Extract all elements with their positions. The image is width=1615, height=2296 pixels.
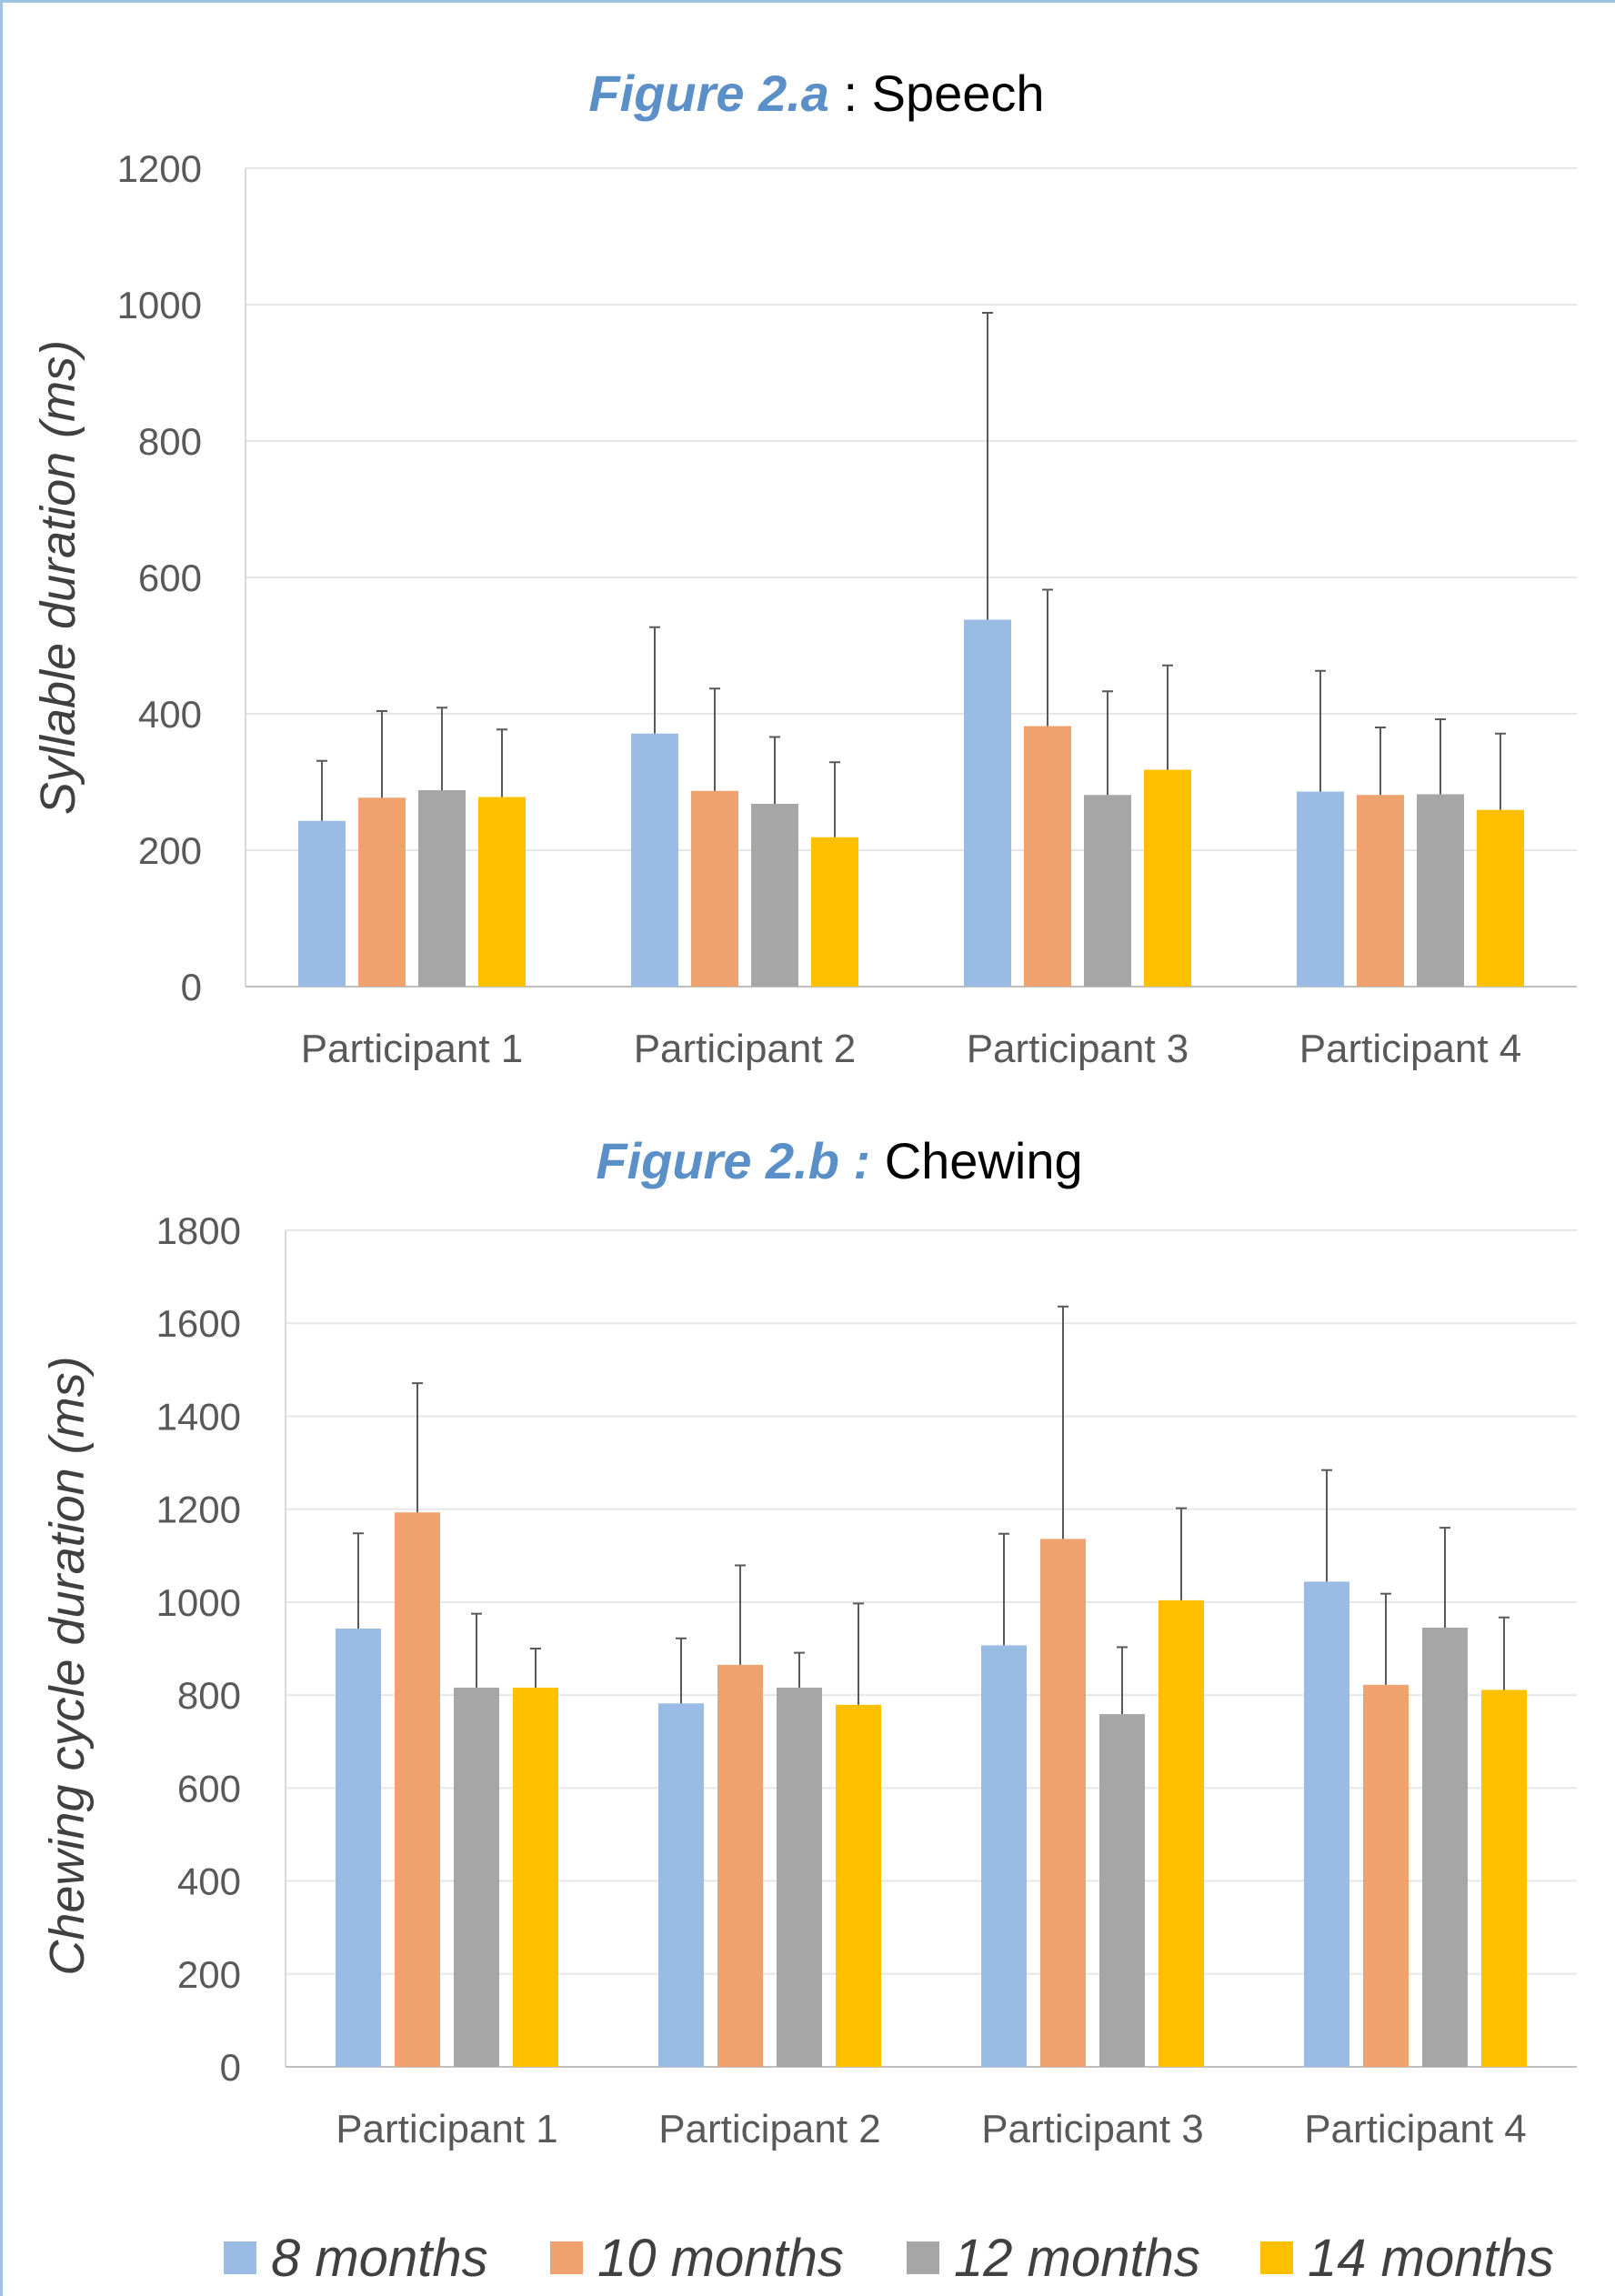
legend-swatch [224,2241,256,2274]
y-tick-label: 1000 [117,284,202,326]
bar [336,1629,381,2067]
bar [1297,791,1344,987]
bar [964,619,1011,987]
legend-label: 8 months [271,2229,488,2288]
x-category-label: Participant 4 [1299,1027,1522,1071]
legend-label: 12 months [954,2229,1200,2288]
y-tick-label: 1800 [156,1209,241,1252]
bar [1159,1599,1204,2067]
y-tick-label: 600 [138,556,202,599]
legend-swatch [907,2241,939,2274]
bar [1417,794,1464,987]
x-category-label: Participant 1 [336,2107,558,2151]
bar [631,733,678,987]
y-axis-label: Syllable duration (ms) [31,340,85,815]
y-tick-label: 1400 [156,1395,241,1438]
chart-title: Figure 2.b : Chewing [596,1132,1082,1189]
bar [298,820,346,987]
legend-label: 10 months [597,2229,844,2288]
chart-title-text: Chewing [870,1132,1082,1189]
y-tick-label: 400 [138,693,202,736]
x-category-label: Participant 2 [658,2107,881,2151]
bar [1304,1581,1349,2067]
bar [1084,795,1131,987]
bar [395,1512,440,2067]
bar [717,1664,763,2067]
y-tick-label: 200 [138,829,202,872]
y-axis-label: Chewing cycle duration (ms) [40,1356,95,1975]
bar [418,790,466,987]
legend-swatch [550,2241,583,2274]
bar [1357,795,1404,987]
legend-label: 14 months [1308,2229,1554,2288]
bar [478,797,526,987]
chart-title-figure-number: Figure 2.a [588,65,829,122]
y-tick-label: 600 [177,1767,241,1810]
x-category-label: Participant 3 [967,1027,1189,1071]
y-tick-label: 800 [138,420,202,463]
bar [836,1704,881,2067]
bar [513,1687,558,2067]
bar [691,790,738,987]
x-category-label: Participant 2 [634,1027,857,1071]
y-tick-label: 1200 [117,147,202,190]
bar [811,837,858,987]
bar [1477,809,1524,987]
bar [751,804,798,987]
legend-swatch [1260,2241,1293,2274]
y-tick-label: 1600 [156,1302,241,1345]
x-category-label: Participant 1 [301,1027,524,1071]
bar [981,1645,1027,2067]
chart-speech: Figure 2.a : Speech 0 200 400 600 800 1000 1200… [31,65,1577,1071]
bar [1422,1628,1468,2067]
y-tick-label: 400 [177,1860,241,1903]
chart-title-figure-number: Figure 2.b : [596,1132,870,1189]
bar [1024,726,1071,987]
bar [1481,1689,1527,2067]
bar [1040,1539,1086,2067]
x-category-label: Participant 3 [981,2107,1204,2151]
y-tick-label: 0 [220,2046,241,2089]
bar [777,1687,822,2067]
bar [1099,1714,1145,2067]
bar [658,1703,704,2067]
y-tick-label: 1000 [156,1581,241,1624]
y-tick-label: 200 [177,1953,241,1996]
y-tick-label: 1200 [156,1489,241,1531]
y-tick-label: 0 [181,966,202,1008]
bar [1363,1684,1409,2067]
y-tick-label: 800 [177,1674,241,1717]
chart-title: Figure 2.a : Speech [588,65,1044,122]
chart-title-text: : Speech [829,65,1045,122]
bar [358,797,406,987]
bar [1144,769,1191,987]
x-category-label: Participant 4 [1304,2107,1527,2151]
bar [454,1687,499,2067]
